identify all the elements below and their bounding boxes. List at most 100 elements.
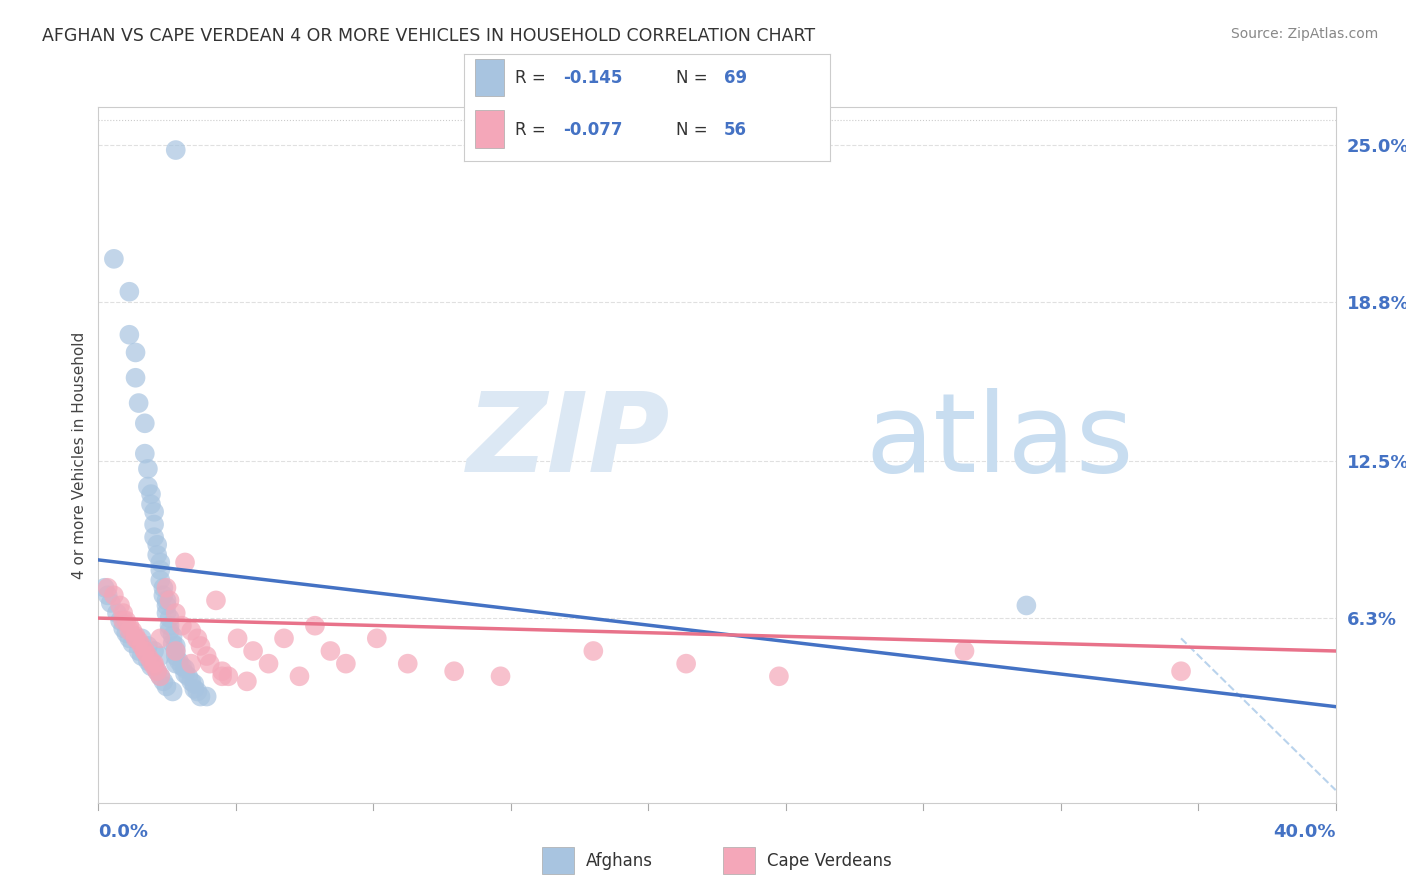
Point [124,370,146,384]
Point [149,669,172,683]
Point [124,629,146,643]
Point [242,644,264,658]
Point [211,665,233,679]
Point [128,396,150,410]
Point [115,626,138,640]
Point [226,632,249,646]
Point [136,639,159,653]
Point [131,648,153,663]
Point [186,684,208,698]
Point [174,556,197,570]
Point [136,654,159,668]
Text: Source: ZipAtlas.com: Source: ZipAtlas.com [1230,27,1378,41]
Point [1170,665,1192,679]
Point [205,593,228,607]
Point [118,632,141,646]
Point [288,669,311,683]
Point [134,447,156,461]
Point [149,556,172,570]
Point [170,659,193,673]
Point [112,606,135,620]
Point [143,517,166,532]
Text: N =: N = [676,70,713,87]
Point [93,581,115,595]
Point [174,666,197,681]
Point [115,614,138,628]
Point [136,462,159,476]
Point [139,487,162,501]
Point [165,644,187,658]
Text: R =: R = [515,70,551,87]
Point [143,644,166,658]
Point [118,618,141,632]
Point [190,690,212,704]
Point [162,684,184,698]
Point [165,657,187,671]
Point [118,624,141,638]
Point [155,606,177,620]
Point [143,505,166,519]
Point [131,632,153,646]
Point [112,621,135,635]
Point [174,662,197,676]
Point [396,657,419,671]
Point [198,657,221,671]
Text: atlas: atlas [866,387,1135,494]
Point [211,669,233,683]
Point [128,633,150,648]
Text: ZIP: ZIP [467,387,671,494]
Point [143,530,166,544]
Point [366,632,388,646]
Point [582,644,605,658]
Point [335,657,357,671]
Point [159,624,181,638]
Point [190,639,212,653]
Point [159,618,181,632]
Point [108,599,131,613]
Point [165,639,187,653]
Point [146,538,169,552]
Point [124,345,146,359]
Point [162,636,184,650]
Point [149,563,172,577]
Point [675,657,697,671]
Text: 0.0%: 0.0% [98,823,149,841]
Text: -0.077: -0.077 [562,120,623,138]
Text: 40.0%: 40.0% [1274,823,1336,841]
Point [195,648,218,663]
Point [134,417,156,431]
Point [128,644,150,658]
Text: -0.145: -0.145 [562,70,621,87]
Point [155,599,177,613]
Point [103,252,125,266]
Text: Cape Verdeans: Cape Verdeans [766,852,891,870]
Point [162,629,184,643]
Point [139,497,162,511]
Point [149,648,172,663]
Point [165,143,187,157]
Point [152,581,174,595]
Point [170,618,193,632]
Point [159,593,181,607]
Point [180,624,202,638]
Point [155,680,177,694]
Point [180,657,202,671]
Point [273,632,295,646]
Bar [475,59,505,96]
Point [146,665,169,679]
Point [489,669,512,683]
Point [146,665,169,679]
Text: N =: N = [676,120,713,138]
Text: Afghans: Afghans [585,852,652,870]
Point [112,614,135,628]
Point [953,644,976,658]
Point [121,636,143,650]
Point [103,588,125,602]
Point [443,665,465,679]
Bar [723,847,755,874]
Point [118,327,141,342]
Point [118,285,141,299]
Y-axis label: 4 or more Vehicles in Household: 4 or more Vehicles in Household [72,331,87,579]
Point [149,573,172,587]
Point [257,657,280,671]
